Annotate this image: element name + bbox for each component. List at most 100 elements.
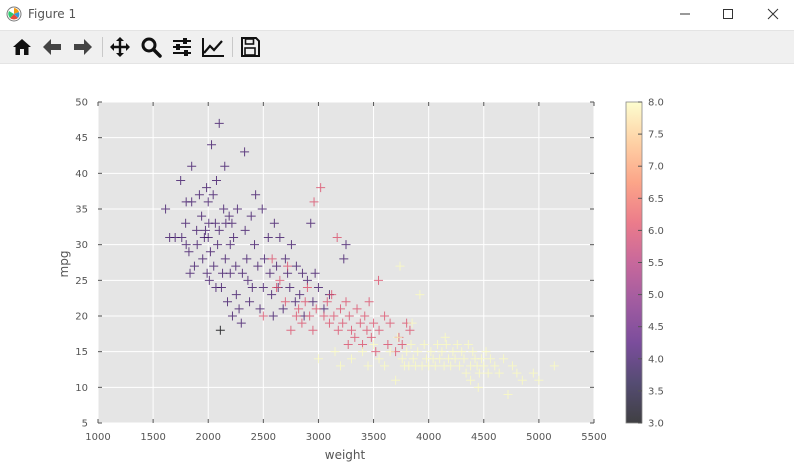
colorbar-tick-label: 3.0 [648, 419, 664, 430]
colorbar-gradient [626, 102, 642, 423]
scatter-point [224, 211, 234, 221]
scatter-point [435, 354, 445, 364]
scatter-point [383, 340, 393, 350]
scatter-point [393, 332, 403, 342]
colorbar-tick-label: 6.0 [648, 226, 664, 237]
colorbar-tick-label: 5.5 [648, 258, 664, 269]
scatter-point [227, 218, 237, 228]
scatter-point [205, 247, 215, 257]
y-tick-label: 30 [75, 240, 88, 251]
window-titlebar: Figure 1 [0, 0, 794, 28]
zoom-button[interactable] [138, 34, 164, 60]
scatter-point [397, 340, 407, 350]
scatter-point [240, 225, 250, 235]
scatter-point [295, 290, 305, 300]
y-tick-label: 45 [75, 133, 88, 144]
scatter-point [291, 261, 301, 271]
scatter-point [297, 318, 307, 328]
scatter-point [385, 347, 395, 357]
forward-button[interactable] [70, 34, 96, 60]
scatter-point [395, 261, 405, 271]
colorbar-tick-label: 5.0 [648, 290, 664, 301]
scatter-point [534, 375, 544, 385]
scatter-point [176, 175, 186, 185]
minimize-icon [680, 13, 690, 15]
scatter-point [232, 204, 242, 214]
scatter-point [371, 347, 381, 357]
scatter-point [517, 375, 527, 385]
back-button[interactable] [39, 34, 65, 60]
save-button[interactable] [237, 34, 263, 60]
scatter-point [360, 311, 370, 321]
scatter-point [208, 190, 218, 200]
back-arrow-icon [43, 39, 61, 55]
pan-button[interactable] [107, 34, 133, 60]
scatter-point [309, 197, 319, 207]
scatter-point [459, 354, 469, 364]
scatter-point [280, 297, 290, 307]
scatter-point [426, 347, 436, 357]
scatter-point [203, 197, 213, 207]
scatter-point [448, 347, 458, 357]
scatter-point [468, 347, 478, 357]
configure-subplots-icon [173, 38, 191, 56]
scatter-point [225, 268, 235, 278]
scatter-point [197, 211, 207, 221]
close-icon [767, 8, 779, 20]
colorbar-tick-label: 4.5 [648, 322, 664, 333]
y-tick-label: 50 [75, 98, 88, 109]
y-tick-label: 5 [82, 419, 88, 430]
scatter-point [507, 361, 517, 371]
scatter-point [214, 118, 224, 128]
matplotlib-logo-icon [6, 6, 22, 22]
plot-area: 1000 1500 2000 2500 3000 3500 4000 4500 5000 5500… [57, 98, 607, 462]
scatter-point [352, 304, 362, 314]
scatter-point [374, 275, 384, 285]
scatter-point [477, 354, 487, 364]
scatter-point [344, 311, 354, 321]
scatter-point [347, 325, 357, 335]
scatter-point [319, 311, 329, 321]
scatter-point [364, 297, 374, 307]
scatter-point [329, 311, 339, 321]
x-tick-label: 1000 [85, 432, 110, 443]
scatter-point [194, 190, 204, 200]
scatter-point [463, 340, 473, 350]
scatter-point [402, 347, 412, 357]
scatter-point [327, 290, 337, 300]
configure-subplots-button[interactable] [169, 34, 195, 60]
maximize-button[interactable] [705, 0, 751, 28]
edit-axis-button[interactable] [200, 34, 226, 60]
x-axis-label: weight [325, 448, 366, 462]
home-icon [13, 39, 31, 55]
scatter-point [231, 290, 241, 300]
scatter-point [245, 297, 255, 307]
scatter-point [339, 254, 349, 264]
minimize-button[interactable] [662, 0, 708, 28]
scatter-point [332, 233, 342, 243]
close-button[interactable] [750, 0, 794, 28]
scatter-point [408, 354, 418, 364]
scatter-point [215, 325, 225, 335]
scatter-point [209, 261, 219, 271]
scatter-point [223, 297, 233, 307]
scatter-point [275, 233, 285, 243]
x-tick-label: 2500 [251, 432, 276, 443]
scatter-point [350, 332, 360, 342]
scatter-point [202, 268, 212, 278]
home-button[interactable] [9, 34, 35, 60]
y-axis-label: mpg [57, 251, 71, 278]
scatter-point [479, 361, 489, 371]
scatter-point [308, 297, 318, 307]
scatter-point [430, 361, 440, 371]
scatter-point [391, 375, 401, 385]
scatter-point [512, 368, 522, 378]
scatter-point [330, 347, 340, 357]
scatter-point [363, 361, 373, 371]
pan-icon [110, 37, 130, 57]
scatter-point [203, 233, 213, 243]
scatter-point [494, 368, 504, 378]
y-tick-label: 20 [75, 312, 88, 323]
scatter-point [481, 347, 491, 357]
